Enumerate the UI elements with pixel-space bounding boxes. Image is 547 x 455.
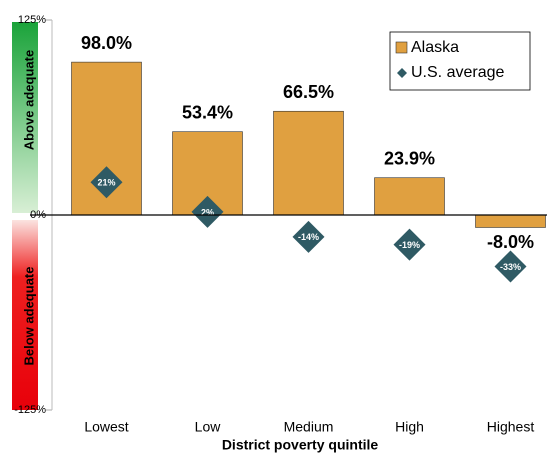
marker-label: -33% bbox=[500, 262, 521, 272]
value-label: 53.4% bbox=[182, 102, 233, 122]
y-tick-label: 125% bbox=[18, 14, 46, 26]
bar bbox=[374, 177, 445, 216]
legend-label: U.S. average bbox=[411, 64, 504, 81]
x-tick-label: Highest bbox=[487, 419, 535, 435]
bar bbox=[273, 110, 344, 216]
us-average-marker bbox=[191, 195, 224, 228]
legend-swatch bbox=[397, 68, 407, 78]
above-band bbox=[12, 22, 38, 213]
value-label: 98.0% bbox=[81, 33, 132, 53]
x-tick-label: High bbox=[395, 419, 424, 435]
x-axis-label: District poverty quintile bbox=[222, 437, 379, 453]
us-average-marker bbox=[494, 250, 527, 283]
x-tick-label: Lowest bbox=[84, 419, 128, 435]
marker-label: -19% bbox=[399, 240, 420, 250]
marker-label: 21% bbox=[97, 178, 115, 188]
marker-label: 2% bbox=[201, 207, 214, 217]
us-average-marker bbox=[393, 228, 426, 261]
x-tick-label: Medium bbox=[284, 419, 334, 435]
above-label: Above adequate bbox=[21, 50, 36, 150]
value-label: 66.5% bbox=[283, 82, 334, 102]
legend-swatch bbox=[395, 41, 408, 54]
marker-label: -14% bbox=[298, 232, 319, 242]
value-label: 23.9% bbox=[384, 148, 435, 168]
bar bbox=[475, 214, 546, 228]
legend-box bbox=[389, 31, 531, 91]
us-average-marker bbox=[292, 220, 325, 253]
below-label: Below adequate bbox=[21, 267, 36, 366]
value-label: -8.0% bbox=[487, 232, 534, 252]
x-tick-label: Low bbox=[195, 419, 222, 435]
y-tick-label: -125% bbox=[14, 404, 46, 416]
below-band bbox=[12, 220, 38, 410]
us-average-marker bbox=[90, 166, 123, 199]
legend-label: Alaska bbox=[411, 39, 459, 56]
